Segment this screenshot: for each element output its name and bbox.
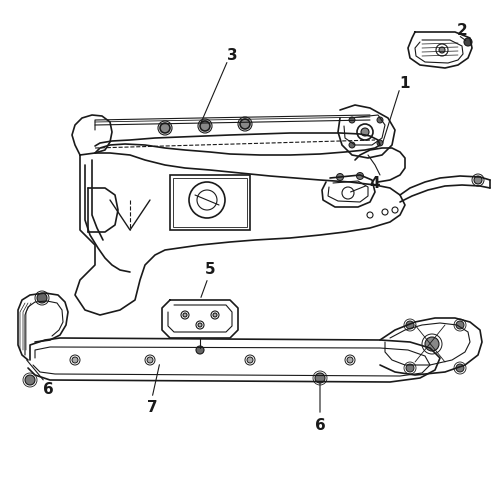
Text: 6: 6 [43,382,53,398]
Circle shape [37,293,47,303]
Circle shape [473,176,481,184]
Circle shape [183,313,187,317]
Circle shape [405,321,413,329]
Circle shape [455,321,463,329]
Text: 5: 5 [204,263,215,277]
Text: 3: 3 [226,48,237,62]
Circle shape [160,123,170,133]
Text: 7: 7 [146,401,157,415]
Circle shape [376,117,382,123]
Circle shape [212,313,216,317]
Circle shape [438,47,444,53]
Text: 4: 4 [369,175,380,191]
Circle shape [199,121,209,131]
Circle shape [356,172,363,180]
Circle shape [424,337,438,351]
Circle shape [147,357,153,363]
Circle shape [360,128,368,136]
Circle shape [405,364,413,372]
Circle shape [239,119,249,129]
Text: 6: 6 [314,417,325,433]
Circle shape [348,117,354,123]
Circle shape [376,140,382,146]
Circle shape [346,357,352,363]
Circle shape [197,323,201,327]
Circle shape [25,375,35,385]
Circle shape [246,357,253,363]
Text: 2: 2 [456,23,466,37]
Circle shape [195,346,203,354]
Circle shape [314,373,324,383]
Circle shape [455,364,463,372]
Bar [170,175,249,230]
Bar [173,178,246,227]
Text: 1: 1 [399,76,409,90]
Circle shape [72,357,78,363]
Circle shape [348,142,354,148]
Circle shape [463,38,471,46]
Circle shape [336,173,343,181]
